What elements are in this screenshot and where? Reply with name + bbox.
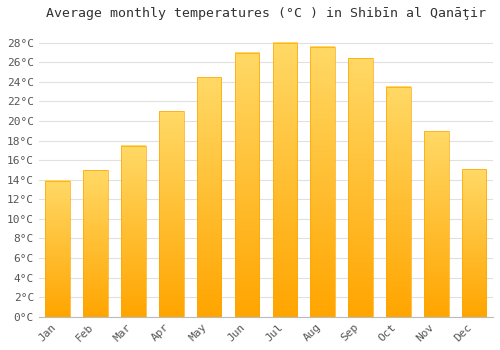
Bar — [121, 146, 146, 317]
Title: Average monthly temperatures (°C ) in Shibīn al Qanāţir: Average monthly temperatures (°C ) in Sh… — [46, 7, 486, 20]
Bar — [159, 111, 184, 317]
Bar — [234, 52, 260, 317]
Bar — [310, 47, 335, 317]
Bar — [46, 181, 70, 317]
Bar — [84, 170, 108, 317]
Bar — [348, 58, 373, 317]
Bar — [462, 169, 486, 317]
Bar — [386, 87, 410, 317]
Bar — [197, 77, 222, 317]
Bar — [424, 131, 448, 317]
Bar — [272, 43, 297, 317]
